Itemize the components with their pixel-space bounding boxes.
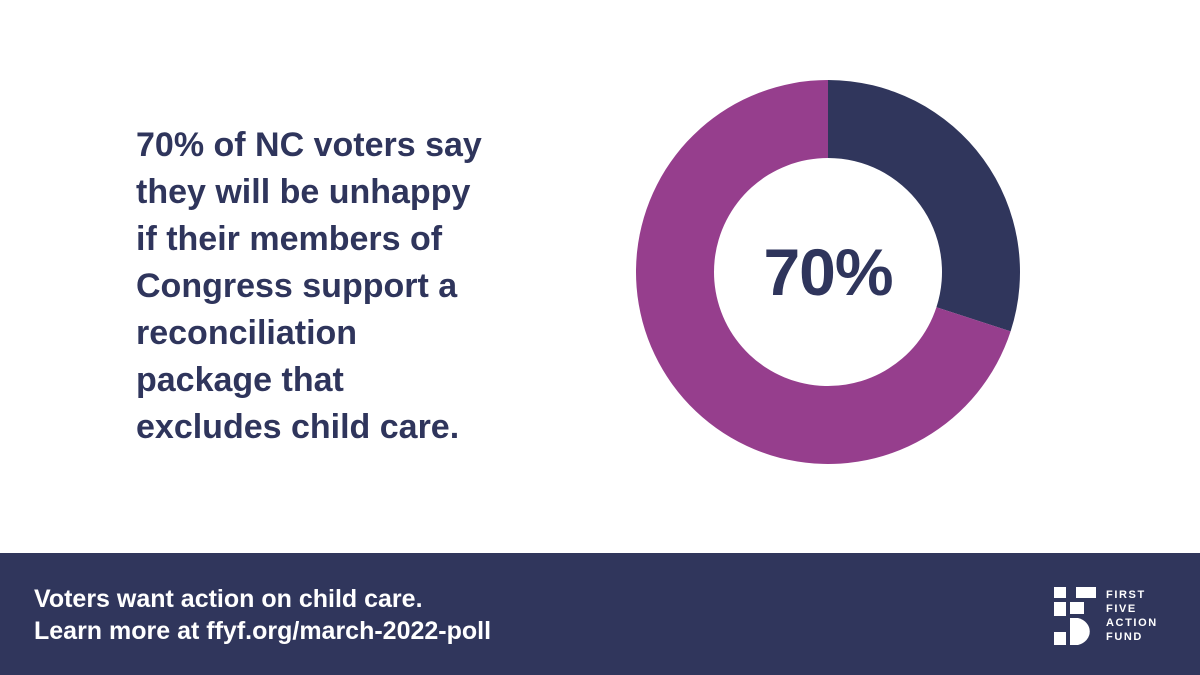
- donut-center-label: 70%: [763, 235, 893, 309]
- logo-word: ACTION: [1106, 617, 1158, 629]
- donut-chart: 70%: [636, 80, 1020, 464]
- headline-line: reconciliation: [136, 314, 358, 352]
- footer-banner: Voters want action on child care. Learn …: [0, 553, 1200, 675]
- headline: 70% of NC voters say they will be unhapp…: [136, 122, 566, 451]
- headline-line: 70% of NC voters say: [136, 126, 482, 164]
- headline-line: package that: [136, 361, 344, 399]
- logo-word: FIVE: [1106, 603, 1137, 615]
- first-five-action-fund-logo: FIRST FIVE ACTION FUND: [1054, 587, 1174, 647]
- logo-wordmark: FIRST FIVE ACTION FUND: [1106, 588, 1158, 644]
- logo-word: FIRST: [1106, 589, 1146, 601]
- donut-slice-70: [636, 80, 1011, 464]
- donut-slice-30: [828, 80, 1020, 332]
- headline-line: excludes child care.: [136, 408, 460, 446]
- headline-line: Congress support a: [136, 267, 458, 305]
- footer-line-1: Voters want action on child care.: [34, 585, 423, 613]
- headline-line: they will be unhappy: [136, 173, 471, 211]
- headline-line: if their members of: [136, 220, 443, 258]
- logo-five-icon: [1054, 587, 1096, 645]
- footer-line-2: Learn more at ffyf.org/march-2022-poll: [34, 617, 492, 645]
- footer-text: Voters want action on child care. Learn …: [34, 583, 491, 647]
- donut-chart-svg: [636, 80, 1020, 464]
- logo-word: FUND: [1106, 631, 1143, 643]
